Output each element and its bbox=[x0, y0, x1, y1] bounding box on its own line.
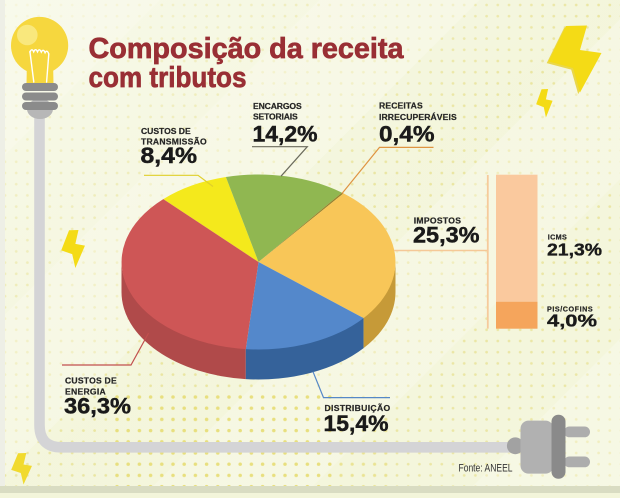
svg-text:CUSTOS DE: CUSTOS DE bbox=[141, 126, 191, 136]
svg-text:ENCARGOS: ENCARGOS bbox=[253, 101, 302, 111]
svg-text:ICMS: ICMS bbox=[548, 233, 567, 242]
svg-text:8,4%: 8,4% bbox=[141, 143, 198, 168]
svg-text:25,3%: 25,3% bbox=[413, 223, 480, 248]
svg-text:0,4%: 0,4% bbox=[379, 122, 435, 147]
svg-text:21,3%: 21,3% bbox=[547, 240, 602, 260]
svg-text:36,3%: 36,3% bbox=[64, 393, 131, 418]
svg-text:15,4%: 15,4% bbox=[324, 411, 389, 436]
svg-text:14,2%: 14,2% bbox=[253, 121, 318, 146]
svg-text:Fonte: ANEEL: Fonte: ANEEL bbox=[459, 463, 513, 475]
svg-text:Composição da receita: Composição da receita bbox=[89, 33, 405, 65]
svg-text:RECEITAS: RECEITAS bbox=[379, 101, 423, 111]
svg-text:4,0%: 4,0% bbox=[547, 311, 598, 331]
svg-text:DISTRIBUIÇÃO: DISTRIBUIÇÃO bbox=[325, 403, 391, 413]
svg-text:IMPOSTOS: IMPOSTOS bbox=[414, 215, 462, 225]
svg-text:TRANSMISSÃO: TRANSMISSÃO bbox=[141, 137, 207, 147]
svg-text:PIS/COFINS: PIS/COFINS bbox=[547, 304, 593, 313]
svg-text:com tributos: com tributos bbox=[89, 62, 247, 94]
svg-text:SETORIAIS: SETORIAIS bbox=[253, 112, 298, 122]
svg-text:CUSTOS DE: CUSTOS DE bbox=[65, 375, 117, 385]
svg-text:ENERGIA: ENERGIA bbox=[65, 386, 106, 396]
svg-text:IRRECUPERÁVEIS: IRRECUPERÁVEIS bbox=[379, 112, 457, 122]
